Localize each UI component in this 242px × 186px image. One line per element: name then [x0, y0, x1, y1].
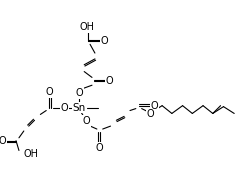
- Text: OH: OH: [24, 149, 39, 159]
- Text: O: O: [151, 101, 158, 111]
- Text: O: O: [96, 142, 104, 153]
- Text: O: O: [101, 36, 108, 46]
- Text: O: O: [0, 136, 6, 146]
- Text: O: O: [61, 103, 68, 113]
- Text: O: O: [82, 116, 90, 126]
- Text: O: O: [76, 88, 83, 98]
- Text: Sn: Sn: [73, 103, 86, 113]
- Text: OH: OH: [80, 22, 95, 32]
- Text: O: O: [106, 76, 113, 86]
- Text: O: O: [45, 87, 53, 97]
- Text: O: O: [147, 109, 154, 119]
